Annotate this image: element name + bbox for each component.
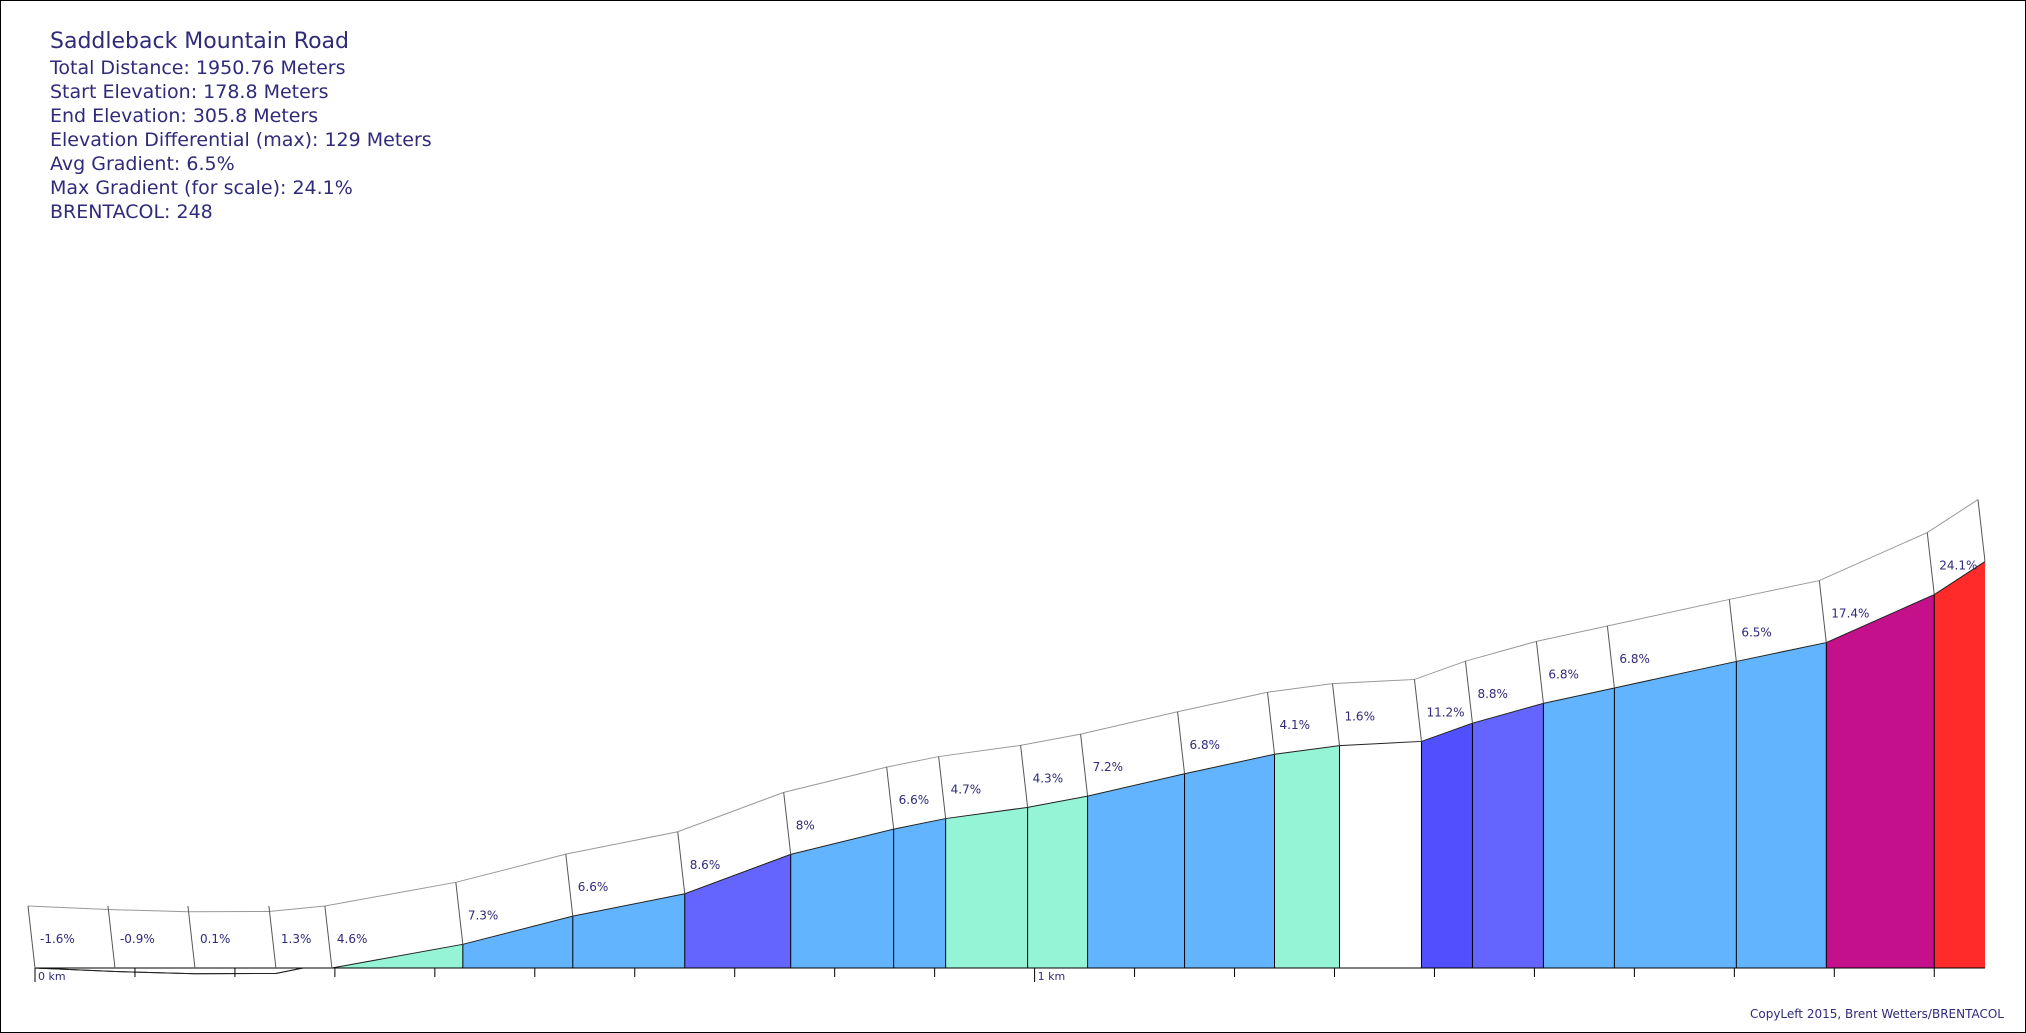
label-band-divider-21 <box>1728 599 1737 662</box>
label-band-divider-18 <box>1464 661 1473 724</box>
label-band-divider-23 <box>1926 532 1935 595</box>
start-elevation: Start Elevation: 178.8 Meters <box>50 81 329 103</box>
elevation-differential: Elevation Differential (max): 129 Meters <box>50 129 432 151</box>
label-band-divider-11 <box>938 756 947 819</box>
gradient-label-7: 6.6% <box>578 880 609 894</box>
segment-fill-13 <box>1087 773 1185 968</box>
gradient-label-15: 4.1% <box>1280 718 1311 732</box>
route-info-panel: Saddleback Mountain Road Total Distance:… <box>50 28 432 224</box>
label-band-divider-1 <box>27 905 36 969</box>
segment-fill-12 <box>1027 796 1088 968</box>
gradient-label-22: 17.4% <box>1831 607 1869 621</box>
gradient-label-14: 6.8% <box>1190 738 1221 752</box>
gradient-label-12: 4.3% <box>1033 771 1064 785</box>
segment-fill-15 <box>1274 745 1340 968</box>
gradient-label-5: 4.6% <box>337 932 368 946</box>
max-gradient: Max Gradient (for scale): 24.1% <box>50 177 353 199</box>
label-band-divider-9 <box>783 792 792 855</box>
label-band-divider-19 <box>1535 641 1544 704</box>
gradient-label-8: 8.6% <box>690 858 721 872</box>
gradient-label-3: 0.1% <box>200 932 231 946</box>
gradient-label-17: 11.2% <box>1426 705 1464 719</box>
label-band-divider-end <box>1977 499 1986 562</box>
segment-fill-9 <box>790 829 894 968</box>
segment-fill-4 <box>275 968 332 974</box>
segment-fill-21 <box>1736 642 1827 968</box>
gradient-label-16: 1.6% <box>1344 710 1375 724</box>
gradient-label-20: 6.8% <box>1619 652 1650 666</box>
gradient-label-13: 7.2% <box>1093 760 1124 774</box>
label-band-divider-15 <box>1267 692 1276 755</box>
gradient-label-11: 4.7% <box>951 783 982 797</box>
label-band-divider-12 <box>1020 745 1029 808</box>
segment-fill-8 <box>684 854 791 968</box>
segment-fill-22 <box>1826 594 1935 968</box>
segment-fill-6 <box>462 916 573 968</box>
segment-fill-18 <box>1472 703 1544 968</box>
avg-gradient: Avg Gradient: 6.5% <box>50 153 235 175</box>
gradient-label-18: 8.8% <box>1477 687 1508 701</box>
segment-fill-19 <box>1543 688 1615 968</box>
gradient-label-1: -1.6% <box>40 932 75 946</box>
segment-fill-16 <box>1339 741 1422 968</box>
label-band-divider-13 <box>1080 734 1089 797</box>
label-band-divider-10 <box>886 767 895 830</box>
gradient-label-23: 24.1% <box>1939 559 1977 573</box>
label-band-divider-4 <box>268 905 277 969</box>
label-band-divider-2 <box>107 905 116 969</box>
segment-fill-7 <box>572 893 685 968</box>
gradient-label-21: 6.5% <box>1741 625 1772 639</box>
label-band-divider-14 <box>1177 711 1186 774</box>
label-band-divider-3 <box>187 905 196 969</box>
km-label-0: 0 km <box>38 970 66 983</box>
gradient-label-4: 1.3% <box>281 932 312 946</box>
label-band-divider-17 <box>1413 679 1422 742</box>
km-label-1: 1 km <box>1038 970 1066 983</box>
label-band-divider-8 <box>677 831 686 894</box>
copyright-notice: CopyLeft 2015, Brent Wetters/BRENTACOL <box>1749 1007 2004 1021</box>
label-band-divider-22 <box>1818 580 1827 643</box>
segment-fill-14 <box>1184 754 1275 968</box>
label-band-divider-6 <box>455 882 464 945</box>
route-title: Saddleback Mountain Road <box>50 29 349 54</box>
segment-fill-17 <box>1421 723 1473 968</box>
segment-fill-11 <box>945 807 1028 968</box>
segment-fill-20 <box>1614 661 1737 968</box>
total-distance: Total Distance: 1950.76 Meters <box>50 57 346 79</box>
gradient-label-19: 6.8% <box>1548 667 1579 681</box>
brentacol-score: BRENTACOL: 248 <box>50 201 213 223</box>
gradient-label-2: -0.9% <box>120 932 155 946</box>
label-band-divider-20 <box>1606 625 1615 689</box>
segment-fill-10 <box>893 818 946 968</box>
gradient-label-6: 7.3% <box>468 908 499 922</box>
label-band-outline <box>27 499 1979 913</box>
end-elevation: End Elevation: 305.8 Meters <box>50 105 319 127</box>
gradient-label-10: 6.6% <box>899 793 930 807</box>
segment-fill-23 <box>1934 561 1985 968</box>
label-band-divider-7 <box>565 854 574 917</box>
label-band-divider-5 <box>324 905 333 969</box>
gradient-label-9: 8% <box>796 818 815 832</box>
label-band-divider-16 <box>1331 683 1340 746</box>
